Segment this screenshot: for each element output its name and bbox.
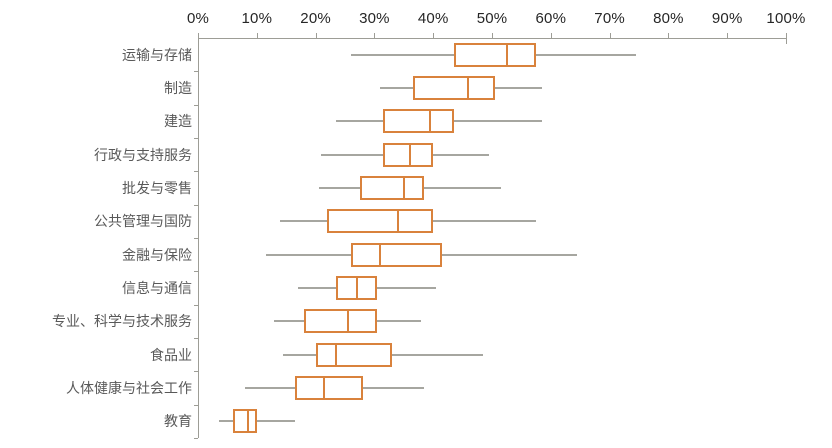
category-label: 信息与通信 [122, 280, 192, 296]
median-line [467, 78, 470, 98]
whisker-line [218, 420, 296, 423]
iqr-box [412, 76, 495, 100]
median-line [505, 44, 508, 65]
iqr-box [453, 42, 537, 67]
y-axis-tick [194, 204, 198, 206]
x-axis-tick-label: 50% [476, 10, 508, 27]
x-axis-tick-label: 70% [594, 10, 625, 27]
y-axis-tick [194, 271, 198, 273]
iqr-box [383, 109, 454, 134]
category-label: 教育 [164, 413, 192, 430]
x-axis-tick-label: 0% [186, 10, 210, 27]
x-axis-tick [550, 33, 552, 38]
median-line [408, 144, 411, 165]
iqr-box [350, 242, 442, 267]
x-axis-tick [492, 33, 493, 38]
x-axis-tick-label: 30% [359, 10, 390, 27]
x-axis-tick-label: 100% [766, 10, 806, 27]
x-axis-tick [433, 33, 435, 38]
median-line [379, 244, 382, 265]
y-axis-tick [194, 171, 198, 173]
median-line [346, 311, 349, 332]
iqr-box [383, 142, 434, 167]
iqr-box [359, 176, 425, 200]
iqr-box [295, 376, 363, 400]
y-axis-line [198, 38, 199, 438]
y-axis-tick [194, 238, 198, 239]
category-label: 运输与存储 [122, 46, 192, 63]
x-axis-tick [315, 33, 317, 38]
median-line [323, 378, 326, 398]
x-axis-tick-label: 90% [711, 10, 743, 27]
y-axis-tick [194, 404, 198, 406]
iqr-box [233, 409, 257, 434]
x-axis-tick-label: 20% [300, 10, 331, 27]
median-line [402, 178, 405, 198]
category-label: 建造 [164, 113, 192, 130]
category-label: 食品业 [150, 346, 192, 363]
iqr-box [315, 342, 393, 367]
category-label: 批发与零售 [122, 180, 192, 196]
category-label: 制造 [164, 80, 192, 96]
y-axis-tick [194, 338, 198, 339]
category-label: 公共管理与国防 [94, 213, 192, 230]
x-axis-tick [786, 33, 787, 44]
y-axis-tick [194, 138, 198, 139]
median-line [429, 111, 432, 132]
iqr-box [327, 209, 434, 234]
y-axis-tick [194, 438, 198, 439]
x-axis-tick [668, 33, 670, 38]
x-axis-tick [374, 33, 376, 38]
category-label: 行政与支持服务 [94, 146, 192, 163]
x-axis-tick [609, 33, 611, 38]
x-axis-tick-label: 80% [653, 10, 684, 27]
category-label: 金融与保险 [122, 246, 192, 263]
category-label: 人体健康与社会工作 [66, 380, 192, 396]
y-axis-tick [194, 371, 198, 373]
y-axis-tick [194, 71, 198, 73]
x-axis-line [198, 38, 786, 39]
x-axis-tick-label: 60% [535, 10, 567, 27]
iqr-box [303, 309, 378, 334]
x-axis-tick [727, 33, 729, 38]
median-line [355, 278, 358, 298]
category-label: 专业、科学与技术服务 [52, 313, 192, 330]
median-line [335, 344, 338, 365]
x-axis-tick-label: 40% [417, 10, 449, 27]
x-axis-tick [256, 33, 258, 38]
median-line [246, 411, 249, 432]
y-axis-tick [194, 104, 198, 106]
y-axis-tick [194, 304, 198, 306]
x-axis-tick-label: 10% [241, 10, 273, 27]
median-line [396, 211, 399, 232]
